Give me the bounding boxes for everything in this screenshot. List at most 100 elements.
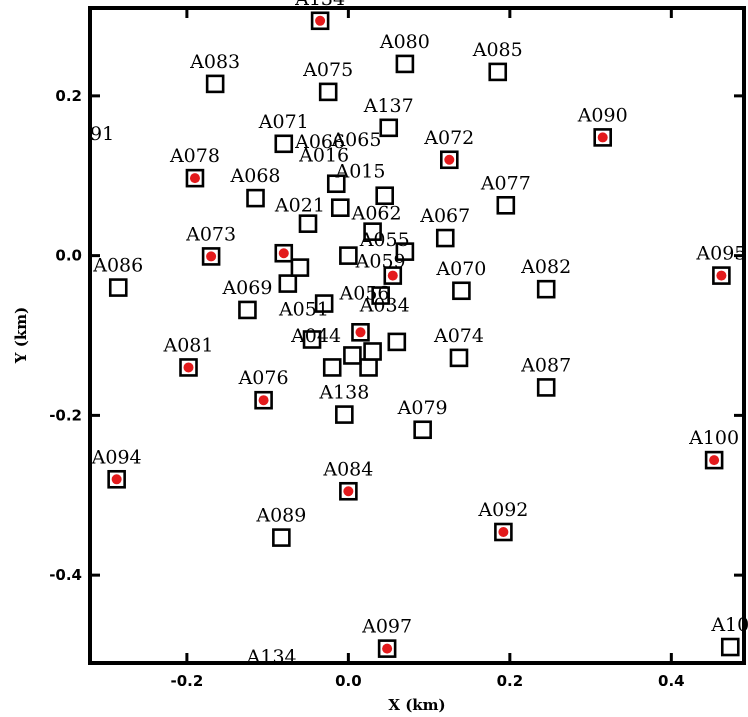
cluster-point-0	[274, 243, 294, 263]
x-tick-label: 0.4	[658, 672, 685, 690]
data-point-a086	[108, 278, 128, 297]
station-marker-dot	[258, 395, 269, 406]
station-marker-dot	[355, 327, 366, 338]
y-axis-label: Y (km)	[12, 307, 30, 364]
data-point-a082	[536, 279, 556, 299]
data-point-a071	[274, 134, 294, 154]
station-marker-square	[496, 195, 516, 215]
station-marker-dot	[183, 362, 194, 373]
y-tick-label: 0.2	[55, 87, 82, 105]
cluster-point-4	[302, 330, 322, 349]
point-label: A086	[92, 255, 143, 277]
station-marker-square	[246, 188, 265, 208]
station-marker-dot	[382, 643, 393, 654]
y-tick-label: -0.4	[49, 566, 82, 584]
data-point-a097	[377, 639, 397, 658]
station-marker-square	[298, 214, 318, 233]
cluster-point-5	[322, 358, 342, 377]
cluster-point-1	[383, 266, 403, 285]
point-label: A076	[238, 367, 289, 389]
station-marker-square	[449, 348, 469, 368]
station-marker-square	[330, 198, 350, 217]
data-point-a095	[712, 266, 731, 285]
data-point-a137	[379, 118, 399, 138]
point-label: A067	[419, 205, 470, 227]
station-marker-dot	[278, 248, 289, 259]
station-marker-square	[278, 274, 298, 293]
x-axis-label: X (km)	[388, 696, 445, 714]
data-point-a074	[449, 348, 469, 368]
data-point-a069	[238, 300, 257, 320]
data-point-a084	[339, 481, 358, 501]
station-marker-dot	[343, 486, 354, 497]
cluster-point-6	[359, 358, 378, 377]
cluster-point-18	[326, 174, 346, 194]
cluster-label: A016	[298, 144, 349, 166]
point-label: A090	[577, 104, 628, 126]
cluster-label: A059	[355, 251, 406, 273]
cluster-point-16	[371, 286, 390, 305]
point-label: A100	[688, 427, 739, 449]
point-label: A079	[397, 397, 448, 419]
point-label: A095	[695, 243, 746, 265]
x-tick-label: -0.2	[170, 672, 203, 690]
station-marker-square	[488, 62, 508, 82]
point-label: A138	[318, 382, 369, 404]
data-point-a067	[435, 228, 455, 248]
point-label: A092	[477, 499, 528, 521]
point-label: A094	[91, 446, 142, 468]
data-point-a079	[413, 420, 432, 440]
cluster-label: A055	[359, 229, 410, 251]
data-point-a10	[720, 637, 740, 657]
point-label: A085	[472, 39, 523, 61]
station-marker-dot	[498, 527, 509, 537]
cluster-label: A065	[330, 129, 381, 151]
station-marker-square	[387, 332, 407, 352]
data-point-a085	[488, 62, 508, 82]
y-tick-label: 0.0	[55, 247, 82, 265]
point-label: A074	[433, 325, 484, 347]
point-label: A137	[363, 95, 414, 117]
station-marker-square	[335, 405, 354, 424]
station-marker-square	[395, 54, 415, 74]
station-marker-square	[274, 134, 294, 154]
station-marker-square	[314, 294, 334, 313]
point-label: A069	[221, 277, 272, 299]
point-label: A073	[185, 223, 236, 245]
cluster-point-2	[351, 323, 370, 342]
station-marker-dot	[597, 132, 608, 143]
data-point-a094	[107, 469, 126, 489]
station-marker-square	[363, 342, 382, 361]
station-marker-square	[379, 118, 399, 138]
data-point-a076	[254, 390, 273, 410]
cluster-label: A021	[274, 195, 325, 217]
data-point-a072	[439, 150, 459, 170]
station-marker-square	[318, 82, 338, 102]
cluster-point-17	[314, 294, 334, 313]
point-label: A134	[294, 0, 345, 10]
cluster-point-9	[343, 346, 362, 365]
data-point-a070	[452, 281, 471, 301]
station-marker-square	[343, 346, 362, 365]
cluster-point-3	[278, 274, 298, 293]
cluster-label: A044	[290, 325, 341, 347]
station-marker-dot	[387, 270, 398, 281]
cluster-point-12	[363, 222, 382, 241]
x-tick-label: 0.2	[497, 672, 524, 690]
cluster-label: A015	[334, 160, 385, 182]
point-label: A077	[480, 172, 531, 194]
cluster-point-8	[387, 332, 407, 352]
plot-area: A083 A075 A080 A085 A137 A071 A078 A072 A090 A068…	[90, 0, 748, 668]
station-marker-square	[536, 279, 556, 299]
cluster-label: A056	[339, 283, 390, 305]
station-marker-square	[536, 378, 556, 397]
point-label: A083	[189, 51, 240, 73]
data-point-a087	[536, 378, 556, 397]
cluster-label: 91	[90, 123, 114, 145]
data-point-a068	[246, 188, 265, 208]
station-marker-square	[375, 186, 395, 206]
point-label: A084	[322, 458, 373, 480]
station-marker-dot	[709, 455, 720, 466]
cluster-label: A062	[351, 203, 402, 225]
data-point-a083	[205, 74, 225, 94]
